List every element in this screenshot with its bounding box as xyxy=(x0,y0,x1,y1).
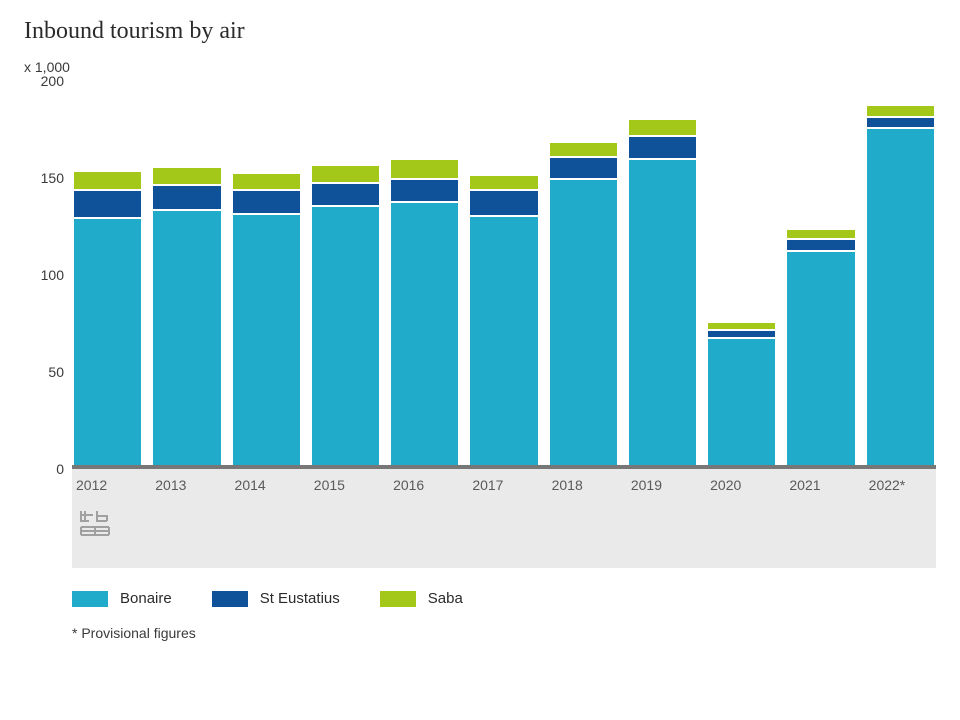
bar-segment xyxy=(391,203,458,465)
bar-segment xyxy=(867,106,934,116)
legend-swatch xyxy=(212,591,248,607)
bar-segment xyxy=(153,211,220,465)
bars-container xyxy=(72,81,936,465)
legend: Bonaire St Eustatius Saba xyxy=(72,590,936,607)
legend-item: Saba xyxy=(380,590,463,607)
logo-row xyxy=(72,503,936,568)
bar-segment xyxy=(629,120,696,136)
bar-segment xyxy=(74,219,141,465)
x-tick-label: 2021 xyxy=(787,477,854,503)
bar-segment xyxy=(550,180,617,465)
legend-label: Bonaire xyxy=(120,590,172,607)
bar-segment xyxy=(550,158,617,177)
bar-segment xyxy=(312,166,379,182)
bar-segment xyxy=(867,118,934,128)
bar xyxy=(629,81,696,465)
legend-label: Saba xyxy=(428,590,463,607)
legend-item: Bonaire xyxy=(72,590,172,607)
x-tick-label: 2017 xyxy=(470,477,537,503)
x-tick-label: 2020 xyxy=(708,477,775,503)
x-labels: 2012 2013 2014 2015 2016 2017 2018 2019 2020 2021… xyxy=(72,469,936,503)
bar-segment xyxy=(233,174,300,190)
y-axis: 050100150200 xyxy=(24,81,72,469)
legend-swatch xyxy=(380,591,416,607)
bar-segment xyxy=(629,160,696,465)
y-unit-label: x 1,000 xyxy=(24,59,936,75)
bar-segment xyxy=(629,137,696,158)
bar xyxy=(708,81,775,465)
x-tick-label: 2014 xyxy=(233,477,300,503)
y-tick-label: 150 xyxy=(41,170,64,186)
x-tick-label: 2018 xyxy=(550,477,617,503)
bar xyxy=(74,81,141,465)
bar xyxy=(550,81,617,465)
bar-segment xyxy=(153,186,220,209)
bar xyxy=(153,81,220,465)
legend-item: St Eustatius xyxy=(212,590,340,607)
bar xyxy=(470,81,537,465)
bar-segment xyxy=(312,207,379,465)
bar-segment xyxy=(867,129,934,465)
bar-segment xyxy=(787,252,854,465)
chart-plot-area: 050100150200 xyxy=(24,81,936,469)
x-tick-label: 2012 xyxy=(74,477,141,503)
bar-segment xyxy=(470,176,537,190)
footnote: * Provisional figures xyxy=(72,625,936,641)
y-tick-label: 200 xyxy=(41,73,64,89)
bar-segment xyxy=(391,160,458,177)
cbs-logo-icon xyxy=(78,507,112,541)
bar xyxy=(312,81,379,465)
bar-segment xyxy=(470,217,537,465)
plot xyxy=(72,81,936,469)
bar xyxy=(787,81,854,465)
bar xyxy=(391,81,458,465)
bar-segment xyxy=(708,339,775,465)
x-tick-label: 2019 xyxy=(629,477,696,503)
bar-segment xyxy=(233,191,300,212)
y-tick-label: 0 xyxy=(56,461,64,477)
legend-swatch xyxy=(72,591,108,607)
bar-segment xyxy=(74,191,141,216)
x-tick-label: 2016 xyxy=(391,477,458,503)
x-axis-footer: 2012 2013 2014 2015 2016 2017 2018 2019 2020 2021… xyxy=(72,469,936,503)
y-tick-label: 100 xyxy=(41,267,64,283)
bar xyxy=(233,81,300,465)
bar-segment xyxy=(233,215,300,465)
bar-segment xyxy=(470,191,537,214)
bar-segment xyxy=(550,143,617,157)
bar-segment xyxy=(391,180,458,201)
bar-segment xyxy=(787,230,854,238)
bar-segment xyxy=(153,168,220,184)
bar-segment xyxy=(787,240,854,250)
chart-title: Inbound tourism by air xyxy=(24,18,936,45)
bar-segment xyxy=(312,184,379,205)
bar xyxy=(867,81,934,465)
x-tick-label: 2015 xyxy=(312,477,379,503)
legend-label: St Eustatius xyxy=(260,590,340,607)
bar-segment xyxy=(74,172,141,189)
y-tick-label: 50 xyxy=(48,364,64,380)
x-tick-label: 2022* xyxy=(867,477,934,503)
x-tick-label: 2013 xyxy=(153,477,220,503)
